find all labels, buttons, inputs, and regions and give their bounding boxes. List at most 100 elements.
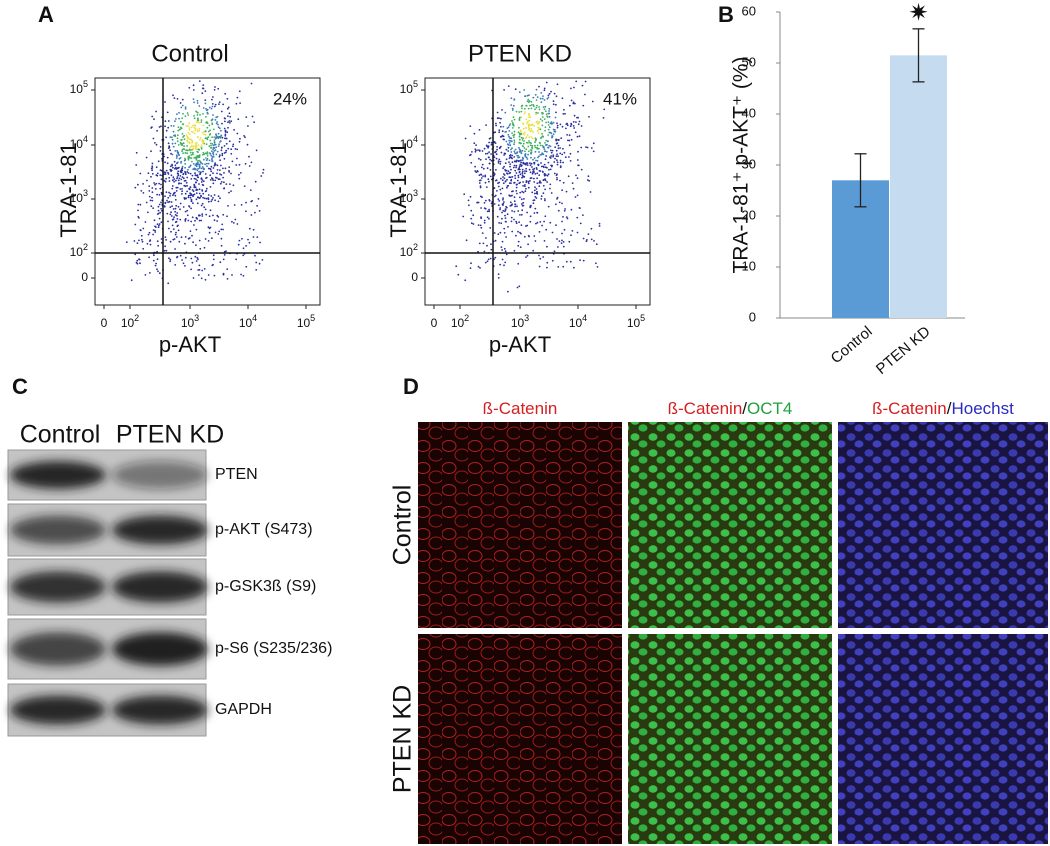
event-dot [148,231,151,234]
event-dot [201,202,204,205]
event-dot [201,213,204,216]
y-tick-label: 0 [749,309,756,324]
event-dot [518,138,521,141]
event-dot [201,163,204,165]
event-dot [497,273,500,275]
event-dot [215,134,218,137]
event-dot [159,150,162,152]
event-dot [549,157,552,159]
event-dot [172,228,175,231]
event-dot [219,173,221,176]
event-dot [555,103,557,106]
event-dot [166,111,169,114]
event-dot [538,106,540,108]
event-dot [527,107,530,110]
event-dot [245,210,247,213]
event-dot [137,203,140,206]
event-dot [202,113,204,115]
panel-label: D [403,374,419,399]
event-dot [214,179,217,182]
event-dot [217,233,220,235]
event-dot [186,176,189,179]
band-label: PTEN [215,466,258,483]
event-dot [581,84,584,87]
event-dot [169,240,172,243]
event-dot [576,116,578,119]
event-dot [182,152,185,155]
event-dot [167,120,170,122]
event-dot [173,134,175,137]
event-dot [469,125,472,127]
event-dot [532,96,535,99]
event-dot [522,123,525,125]
event-dot [232,143,235,146]
event-dot [186,149,189,152]
event-dot [514,203,517,206]
event-dot [526,100,529,103]
event-dot [528,140,530,142]
event-dot [486,260,489,263]
event-dot [509,123,512,125]
event-dot [203,246,206,249]
x-axis-label: p-AKT [489,332,551,357]
event-dot [244,162,247,165]
event-dot [176,218,179,220]
header-part: / [742,399,747,418]
event-dot [192,277,195,279]
event-dot [198,170,201,173]
event-dot [555,174,558,177]
event-dot [141,238,143,241]
event-dot [207,162,210,165]
event-dot [532,170,535,172]
blot-band [10,461,106,489]
event-dot [550,192,553,194]
event-dot [526,120,529,123]
event-dot [481,232,484,235]
event-dot [154,183,156,186]
event-dot [156,172,159,175]
event-dot [172,145,175,148]
event-dot [555,155,558,158]
event-dot [258,210,261,212]
event-dot [544,198,546,200]
event-dot [487,146,489,149]
axis-tick-label: 0 [411,270,418,284]
event-dot [196,102,199,104]
event-dot [511,147,513,150]
event-dot [181,150,184,153]
event-dot [198,214,200,217]
event-dot [200,195,203,198]
axis-tick-label: 103 [400,188,418,205]
event-dot [197,156,200,159]
event-dot [467,199,470,202]
event-dot [521,190,524,193]
event-dot [496,190,498,192]
event-dot [202,124,205,127]
event-dot [572,187,575,190]
event-dot [540,92,543,94]
event-dot [495,157,498,160]
event-dot [227,121,229,124]
event-dot [214,86,216,88]
event-dot [172,166,174,169]
event-dot [188,155,191,158]
event-dot [533,157,536,159]
event-dot [575,121,577,123]
event-dot [486,244,488,247]
event-dot [509,171,512,174]
event-dot [217,126,220,129]
event-dot [547,146,550,149]
event-dot [500,192,502,195]
blot-band [10,695,106,725]
event-dot [198,80,201,82]
event-dot [170,215,173,217]
event-dot [536,177,538,180]
event-dot [177,170,180,173]
event-dot [156,174,159,177]
event-dot [511,210,513,212]
event-dot [164,173,167,176]
event-dot [216,121,219,123]
event-dot [542,95,544,97]
event-dot [201,215,204,217]
event-dot [512,124,515,127]
